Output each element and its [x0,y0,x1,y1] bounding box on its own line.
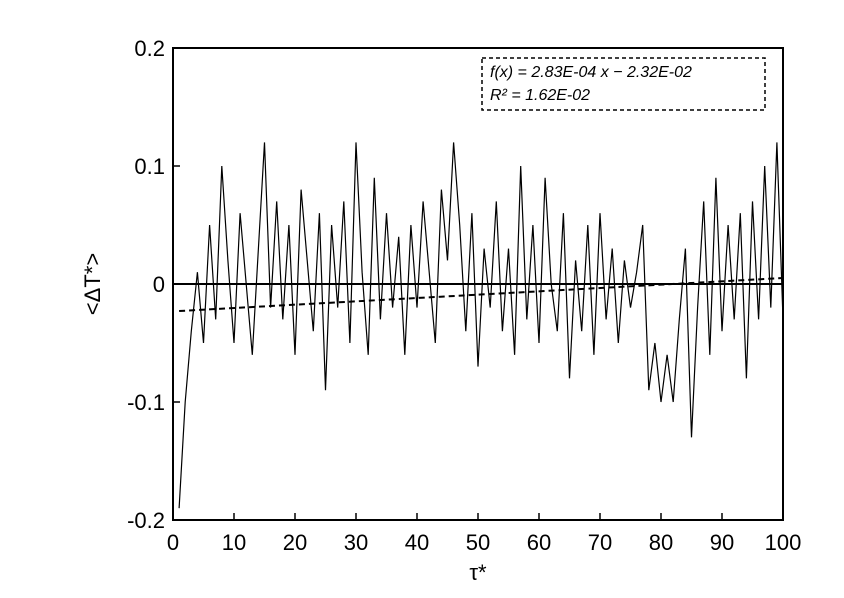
annotation-box [481,57,766,111]
annotation: R² = 1.62E-02 [490,87,590,104]
y-tick-label: -0.2 [127,508,165,533]
y-tick-label: 0 [153,272,165,297]
x-tick-label: 80 [649,530,673,555]
fit-line [179,276,784,313]
y-tick-label: -0.1 [127,390,165,415]
x-tick-label: 60 [527,530,551,555]
y-axis-label: <ΔT*> [80,253,105,315]
x-tick-label: 0 [167,530,179,555]
data-line [178,142,784,509]
x-tick-label: 90 [710,530,734,555]
x-tick-label: 20 [283,530,307,555]
x-tick-label: 40 [405,530,429,555]
x-tick-label: 100 [765,530,802,555]
x-tick-label: 70 [588,530,612,555]
annotation: f(x) = 2.83E-04 x − 2.32E-02 [490,64,692,81]
x-tick-label: 30 [344,530,368,555]
y-tick-label: 0.1 [134,154,165,179]
x-tick-label: 10 [222,530,246,555]
x-tick-label: 50 [466,530,490,555]
x-axis-label: τ* [469,560,487,585]
y-tick-label: 0.2 [134,36,165,61]
